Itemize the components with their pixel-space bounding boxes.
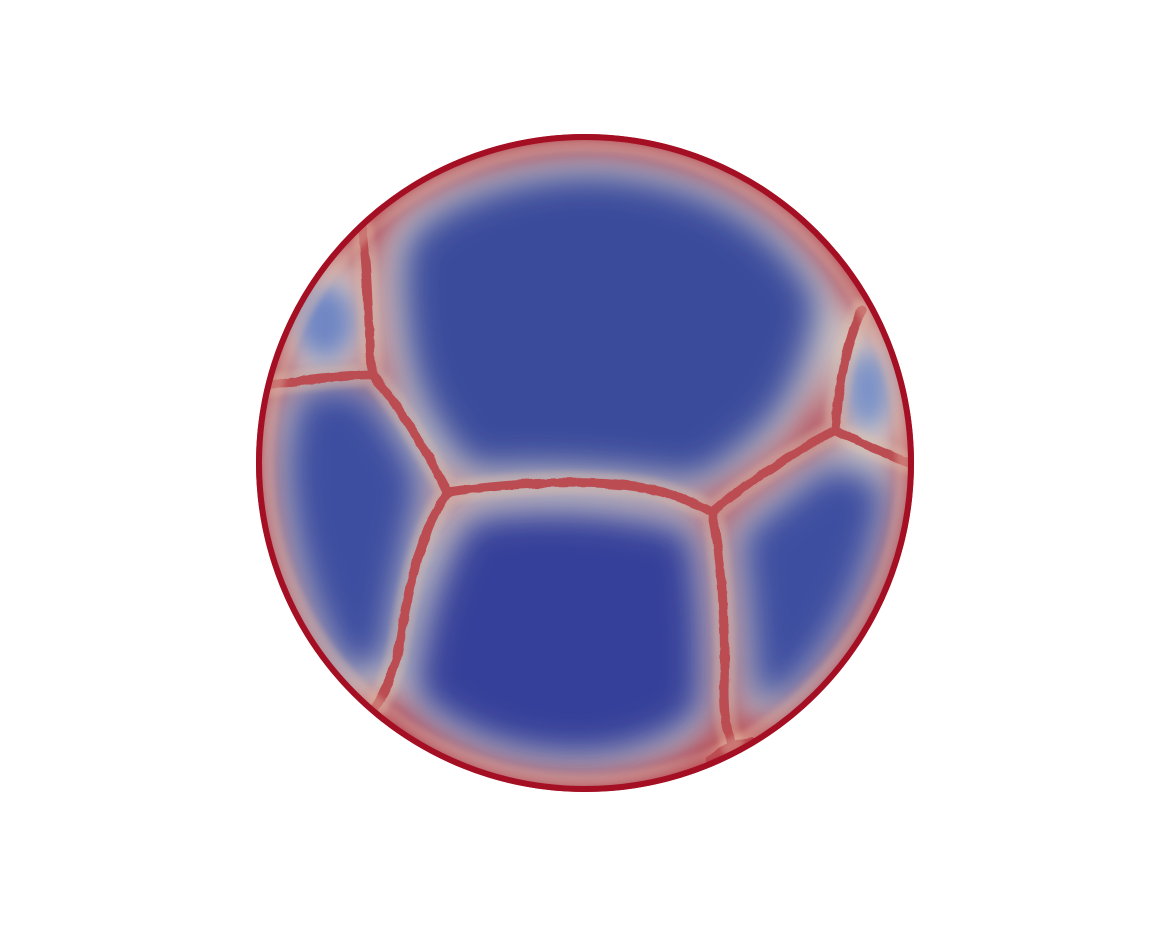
cell-bottom-center [412, 509, 704, 758]
